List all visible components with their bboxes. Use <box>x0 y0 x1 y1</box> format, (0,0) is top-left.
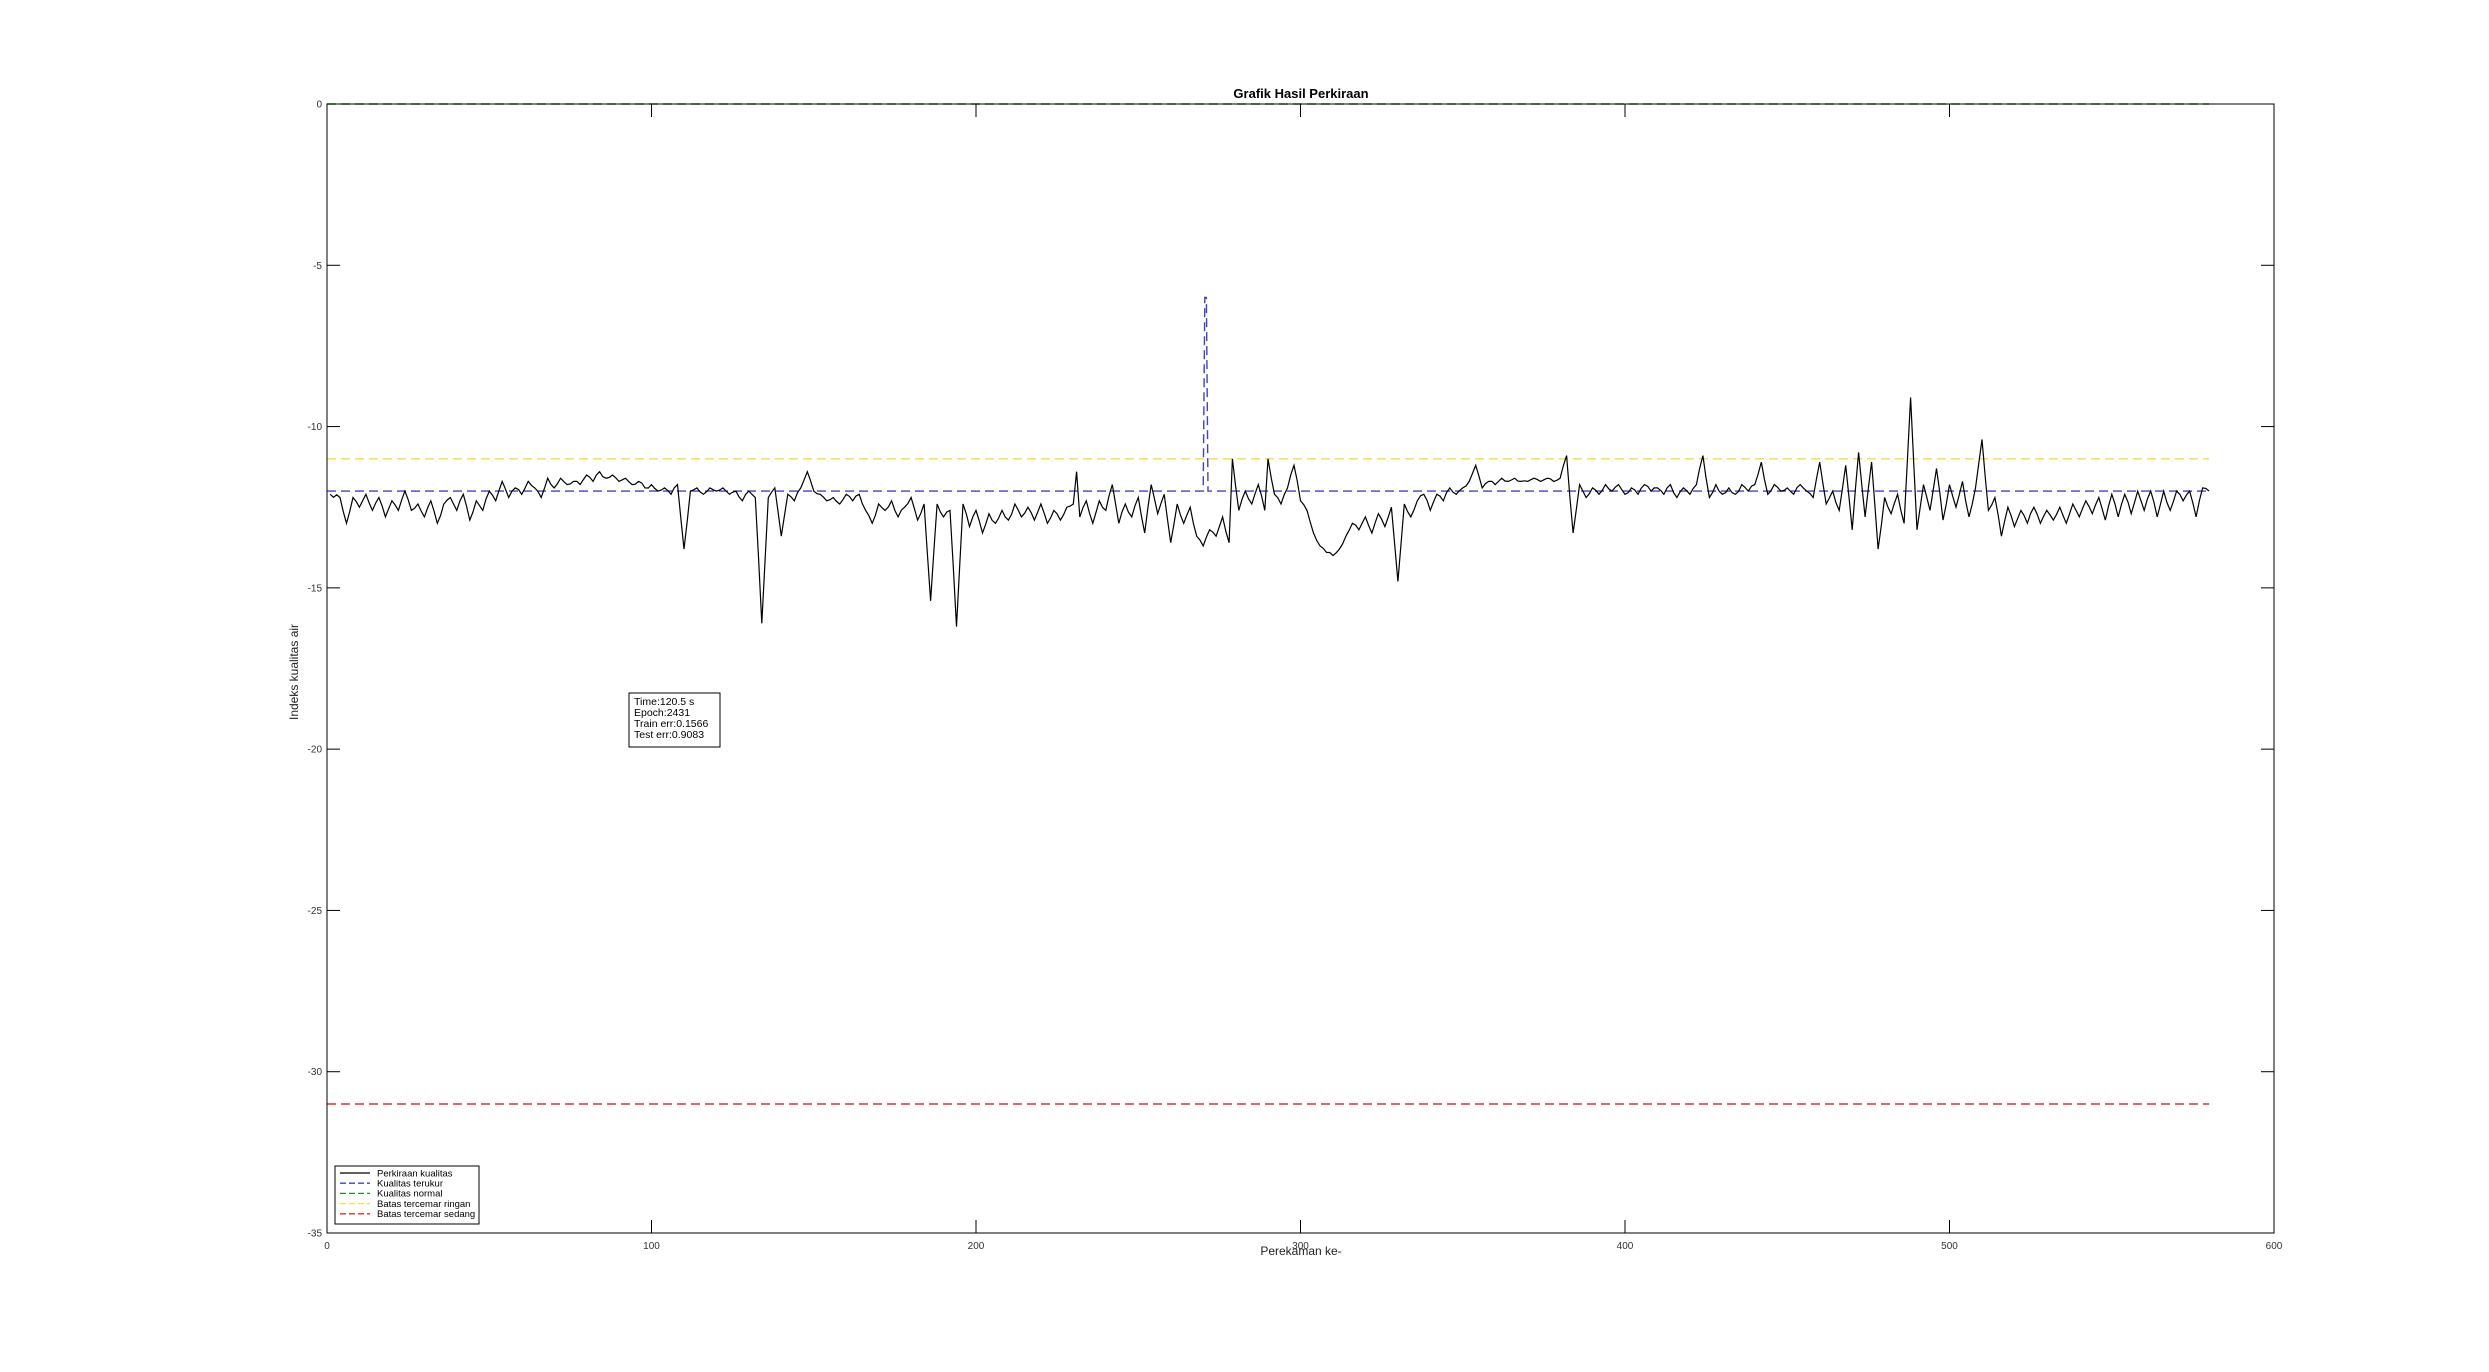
x-tick-label: 500 <box>1941 1241 1958 1252</box>
x-tick-label: 300 <box>1292 1241 1309 1252</box>
info-box-frame <box>628 692 721 748</box>
y-tick-label: -30 <box>308 1067 323 1078</box>
x-tick-label: 200 <box>968 1241 985 1252</box>
x-tick-label: 400 <box>1617 1241 1634 1252</box>
legend-label-kualitas-terukur: Kualitas terukur <box>377 1179 443 1190</box>
x-tick-label: 100 <box>643 1241 660 1252</box>
x-axis-label: Perekaman ke- <box>1260 1244 1341 1258</box>
y-tick-label: -10 <box>308 422 323 433</box>
legend-label-kualitas-normal: Kualitas normal <box>377 1189 442 1200</box>
info-time: Time:120.5 s <box>634 696 694 708</box>
series-line-perkiraan-kualitas <box>329 397 2210 627</box>
legend-label-batas-tercemar-sedang: Batas tercemar sedang <box>377 1209 475 1220</box>
legend-label-perkiraan-kualitas: Perkiraan kualitas <box>377 1168 453 1179</box>
info-test-err: Test err:0.9083 <box>634 729 704 741</box>
y-axis-label: Indeks kualitas air <box>287 624 301 720</box>
ticks-layer: 0 100 200 300 400 500 600 0 -5 -10 -15 -20 -25 -30 -35 <box>308 100 2283 1253</box>
y-tick-label: -35 <box>308 1229 323 1240</box>
chart-title: Grafik Hasil Perkiraan <box>1233 86 1368 101</box>
info-epoch: Epoch:2431 <box>634 707 690 719</box>
y-tick-label: 0 <box>316 100 322 111</box>
x-tick-label: 600 <box>2266 1241 2283 1252</box>
info-train-err: Train err:0.1566 <box>634 718 708 730</box>
y-tick-label: -20 <box>308 745 323 756</box>
legend-label-batas-tercemar-ringan: Batas tercemar ringan <box>377 1199 470 1210</box>
x-tick-label: 0 <box>324 1241 330 1252</box>
y-tick-label: -5 <box>313 261 322 272</box>
plot-area-frame <box>326 103 2275 1234</box>
series-layer <box>327 103 2210 1105</box>
y-tick-label: -25 <box>308 906 323 917</box>
y-tick-label: -15 <box>308 583 323 594</box>
info-box: Time:120.5 s Epoch:2431 Train err:0.1566… <box>628 692 721 748</box>
series-line-kualitas-terukur <box>327 296 2210 492</box>
